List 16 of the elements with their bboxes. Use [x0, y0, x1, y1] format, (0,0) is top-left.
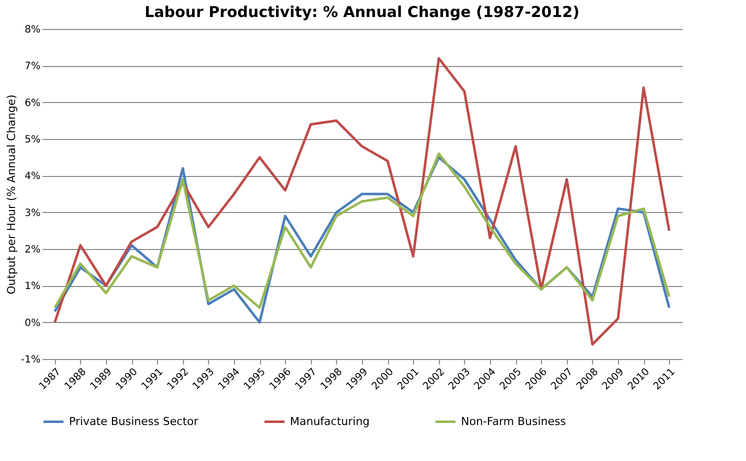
y-tick-label: 6% [24, 98, 40, 109]
y-tick-label: 8% [24, 24, 40, 36]
y-tick-label: 0% [24, 318, 40, 329]
y-tick-label: -1% [21, 354, 40, 366]
legend-label: Manufacturing [290, 414, 370, 428]
y-tick-label: 5% [24, 134, 40, 146]
y-axis-title: Output per Hour (% Annual Change) [5, 94, 18, 294]
y-tick-label: 4% [24, 171, 40, 182]
line-series [54, 57, 670, 346]
y-tick-label: 3% [24, 208, 40, 219]
legend-label: Private Business Sector [69, 414, 199, 428]
legend-label: Non-Farm Business [461, 414, 566, 428]
y-tick-label: 2% [24, 244, 40, 256]
y-tick-label: 7% [24, 61, 40, 72]
chart-title: Labour Productivity: % Annual Change (1987-2012) [144, 3, 580, 21]
y-tick-label: 1% [24, 281, 40, 292]
